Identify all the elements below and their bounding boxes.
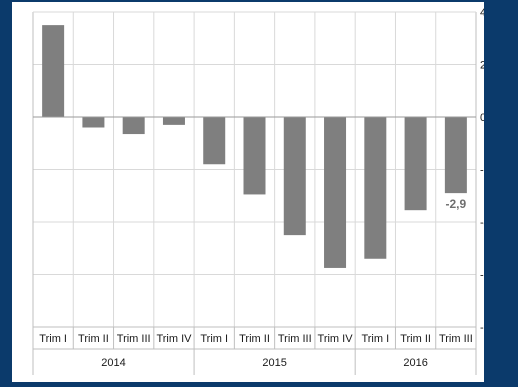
- bar-8: [364, 117, 387, 259]
- bar-4: [203, 117, 226, 165]
- x-tick-label: Trim II: [78, 333, 109, 345]
- x-tick-label: Trim I: [200, 333, 228, 345]
- y-tick-label: -4: [480, 217, 484, 229]
- data-labels: -2,9: [446, 197, 467, 211]
- bar-2: [122, 117, 145, 135]
- bars: [42, 25, 467, 268]
- x-group-label: 2016: [403, 357, 427, 369]
- y-tick-label: 2: [480, 60, 484, 72]
- x-category-labels: Trim I Trim II Trim III Trim IV Trim I Trim I…: [39, 333, 472, 345]
- x-tick-label: Trim III: [278, 333, 312, 345]
- gridlines: [33, 11, 476, 328]
- y-tick-label: -2: [480, 165, 484, 177]
- data-label: -2,9: [446, 197, 467, 211]
- x-tick-label: Trim III: [117, 333, 151, 345]
- bar-9: [404, 117, 427, 211]
- y-tick-label: -6: [480, 270, 484, 282]
- y-tick-label: -8: [480, 322, 484, 334]
- bar-7: [324, 117, 347, 268]
- bar-6: [283, 117, 306, 236]
- bar-0: [42, 25, 65, 117]
- x-tick-label: Trim II: [239, 333, 270, 345]
- bar-5: [243, 117, 266, 195]
- x-tick-label: Trim IV: [156, 333, 192, 345]
- bar-3: [162, 117, 185, 125]
- y-tick-label: 0: [480, 112, 484, 124]
- y-tick-labels: 4 2 0 -2 -4 -6 -8: [480, 7, 484, 334]
- bar-1: [82, 117, 105, 128]
- x-group-label: 2015: [262, 357, 286, 369]
- chart-panel: 4 2 0 -2 -4 -6 -8 Trim I Trim II Trim III Trim IV…: [12, 2, 484, 382]
- x-tick-label: Trim I: [39, 333, 67, 345]
- x-group-label: 2014: [101, 357, 125, 369]
- x-group-labels: 2014 2015 2016: [101, 357, 428, 369]
- y-tick-label: 4: [480, 7, 484, 19]
- x-tick-label: Trim II: [400, 333, 431, 345]
- x-tick-label: Trim I: [361, 333, 389, 345]
- bar-10: [444, 117, 467, 194]
- axes: [32, 11, 477, 375]
- bar-chart: 4 2 0 -2 -4 -6 -8 Trim I Trim II Trim III Trim IV…: [32, 7, 484, 375]
- x-tick-label: Trim IV: [318, 333, 354, 345]
- x-tick-label: Trim III: [439, 333, 473, 345]
